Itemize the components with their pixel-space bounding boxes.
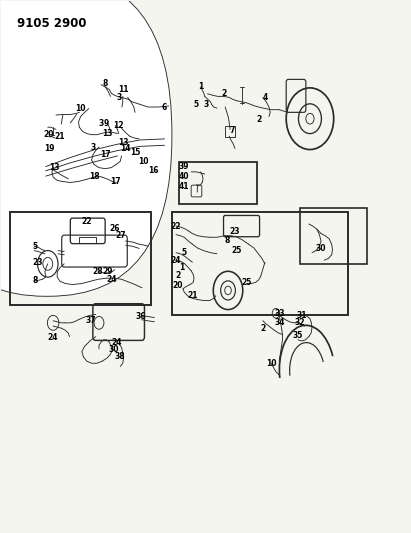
Text: 32: 32 [294, 318, 305, 327]
Text: 3: 3 [90, 143, 95, 152]
Text: 33: 33 [275, 309, 285, 318]
Text: 15: 15 [130, 148, 140, 157]
Text: 7: 7 [229, 126, 234, 135]
Text: 6: 6 [162, 102, 167, 111]
Text: 14: 14 [120, 144, 131, 153]
Text: 17: 17 [100, 150, 111, 159]
Text: 25: 25 [232, 246, 242, 255]
Text: 8: 8 [225, 237, 230, 246]
Text: 24: 24 [107, 274, 118, 284]
Text: 23: 23 [229, 228, 240, 237]
Text: 37: 37 [85, 316, 96, 325]
Text: 24: 24 [48, 333, 58, 342]
Text: 29: 29 [103, 268, 113, 276]
Text: 13: 13 [118, 138, 129, 147]
Text: 39: 39 [179, 162, 189, 171]
Text: 41: 41 [179, 182, 189, 191]
Text: 10: 10 [75, 104, 86, 113]
Text: 13: 13 [102, 129, 113, 138]
Bar [179, 163, 257, 204]
Text: 27: 27 [115, 231, 126, 240]
Text: 12: 12 [113, 120, 124, 130]
Text: 8: 8 [32, 276, 37, 285]
Text: 5: 5 [32, 242, 37, 251]
Text: 9105 2900: 9105 2900 [17, 17, 87, 30]
Text: 11: 11 [118, 85, 129, 94]
Text: 2: 2 [176, 271, 181, 279]
Text: 23: 23 [32, 258, 43, 266]
Text: 18: 18 [90, 172, 100, 181]
Text: 35: 35 [293, 331, 303, 340]
Text: 17: 17 [110, 177, 121, 186]
Text: 20: 20 [44, 130, 54, 139]
Text: 40: 40 [179, 172, 189, 181]
Text: 2: 2 [256, 115, 261, 124]
Bar [10, 212, 151, 305]
Text: 28: 28 [93, 268, 104, 276]
Text: 30: 30 [108, 345, 119, 354]
Text: 13: 13 [48, 163, 59, 172]
Text: 8: 8 [102, 79, 108, 88]
Text: 5: 5 [193, 100, 198, 109]
Text: 3: 3 [204, 100, 209, 109]
Text: 21: 21 [54, 132, 65, 141]
Bar [300, 208, 367, 264]
Text: 20: 20 [172, 280, 183, 289]
Text: 2: 2 [221, 89, 226, 98]
Text: 19: 19 [44, 144, 54, 153]
Text: 26: 26 [109, 224, 120, 233]
Text: 24: 24 [111, 338, 122, 347]
Text: 21: 21 [187, 291, 198, 300]
Text: 3: 3 [117, 93, 122, 102]
Text: 30: 30 [316, 245, 326, 254]
Text: 5: 5 [182, 248, 187, 257]
Text: 34: 34 [275, 318, 285, 327]
Text: 1: 1 [198, 82, 203, 91]
Text: 10: 10 [266, 359, 276, 368]
Text: 22: 22 [171, 222, 181, 231]
Text: 38: 38 [114, 352, 125, 361]
Text: 22: 22 [81, 217, 92, 226]
Text: 1: 1 [179, 263, 184, 272]
Text: 2: 2 [260, 324, 266, 333]
Text: 10: 10 [138, 157, 148, 166]
Text: 25: 25 [241, 278, 252, 287]
Text: 31: 31 [297, 311, 307, 320]
Text: 3: 3 [98, 119, 104, 128]
Text: 4: 4 [262, 93, 268, 102]
Text: 9: 9 [104, 119, 109, 128]
FancyBboxPatch shape [0, 0, 172, 296]
Text: 36: 36 [136, 312, 146, 321]
Bar [172, 212, 348, 316]
Text: 16: 16 [148, 166, 158, 175]
Text: 24: 24 [171, 256, 181, 264]
